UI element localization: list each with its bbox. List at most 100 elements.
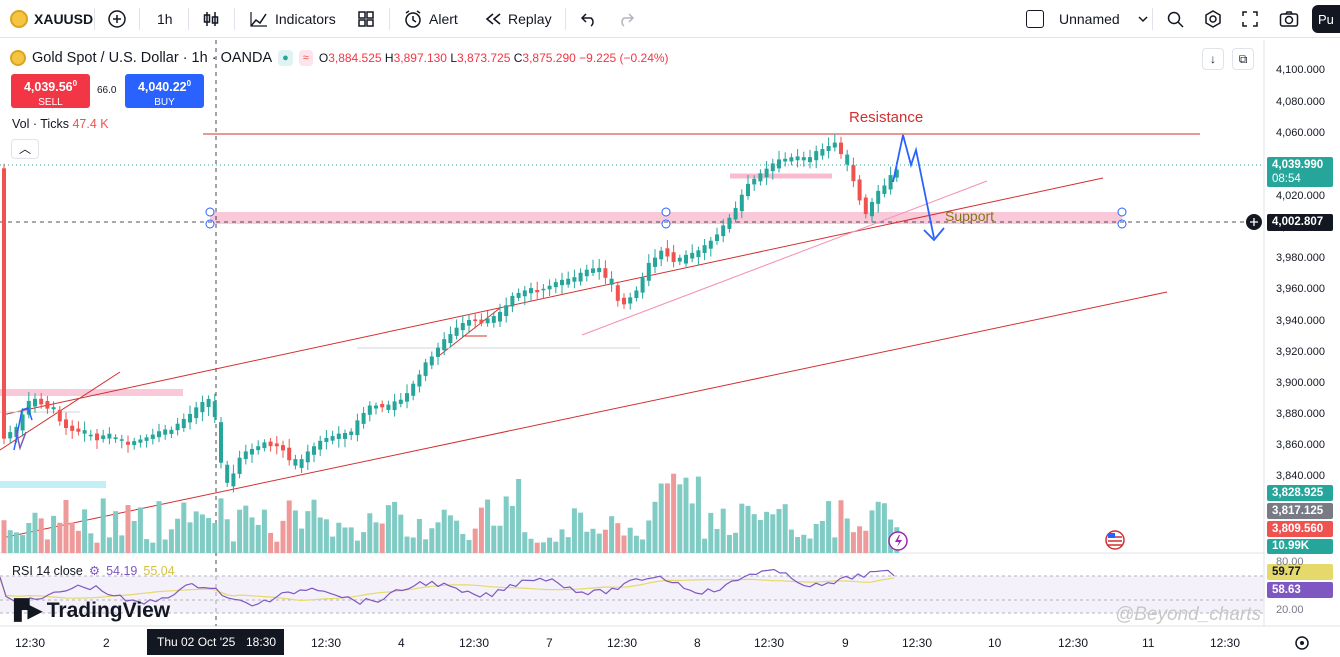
buy-label: BUY bbox=[154, 97, 175, 109]
snapshot-button[interactable] bbox=[1279, 0, 1299, 38]
volume-bar bbox=[739, 503, 745, 553]
candle-body bbox=[2, 168, 6, 439]
indicators-button[interactable]: Indicators bbox=[249, 0, 336, 38]
symbol-search[interactable]: XAUUSD bbox=[10, 0, 93, 38]
volume-bar bbox=[776, 509, 782, 553]
candle-body bbox=[491, 316, 496, 323]
candle-body bbox=[448, 334, 453, 344]
candle-body bbox=[374, 405, 378, 409]
candle-body bbox=[646, 262, 651, 281]
wave-icon[interactable]: ≈ bbox=[298, 50, 313, 66]
low-value: 3,873.725 bbox=[457, 51, 511, 65]
candle-body bbox=[597, 267, 602, 273]
interval-button[interactable]: 1h bbox=[157, 0, 173, 38]
candle-body bbox=[454, 327, 459, 336]
redo-icon bbox=[621, 13, 635, 27]
candle-body bbox=[194, 407, 199, 419]
volume-bar bbox=[286, 500, 292, 553]
candle-body bbox=[262, 442, 267, 449]
candle-body bbox=[733, 207, 738, 220]
minor-trendline bbox=[581, 180, 988, 336]
candle-body bbox=[82, 430, 87, 434]
candle-body bbox=[76, 428, 81, 432]
gear-icon bbox=[1205, 10, 1221, 28]
candle-body bbox=[677, 257, 682, 262]
volume-bar bbox=[26, 523, 32, 553]
candle-body bbox=[894, 169, 899, 178]
price-tag-red: 3,809.560 bbox=[1267, 521, 1333, 537]
crosshair-price-tag: 4,002.807 bbox=[1267, 214, 1333, 231]
gold-symbol-icon bbox=[10, 10, 28, 28]
candle-body bbox=[640, 277, 645, 293]
volume-bar bbox=[7, 530, 13, 553]
candle-body bbox=[764, 168, 769, 178]
volume-bar bbox=[671, 473, 677, 553]
redo-button[interactable] bbox=[617, 0, 635, 38]
volume-bar bbox=[627, 527, 633, 553]
volume-bar bbox=[720, 508, 726, 553]
replay-button[interactable]: Replay bbox=[484, 0, 552, 38]
candle-body bbox=[634, 290, 639, 299]
time-tick-label: 7 bbox=[546, 636, 553, 650]
candle-body bbox=[498, 311, 502, 322]
candle-body bbox=[876, 190, 881, 204]
candle-body bbox=[281, 445, 285, 451]
time-tick-label: 12:30 bbox=[902, 636, 933, 650]
fullscreen-icon bbox=[1242, 11, 1258, 27]
undo-button[interactable] bbox=[580, 0, 598, 38]
candle-body bbox=[560, 279, 564, 286]
candle-body bbox=[671, 252, 676, 262]
add-symbol-button[interactable] bbox=[107, 0, 127, 38]
layout-menu[interactable]: Unnamed bbox=[1059, 0, 1150, 38]
scroll-down-icon[interactable]: ↓ bbox=[1202, 48, 1224, 70]
volume-bar bbox=[20, 535, 26, 553]
price-tick-label: 4,020.000 bbox=[1276, 190, 1325, 202]
candle-body bbox=[547, 285, 552, 290]
time-tick-label: 12:30 bbox=[311, 636, 342, 650]
last-price-tag: 4,039.990 08:54 bbox=[1267, 157, 1333, 187]
time-tick-label: 4 bbox=[398, 636, 405, 650]
candle-body bbox=[566, 278, 571, 285]
sell-button[interactable]: 4,039.560 SELL bbox=[11, 74, 90, 108]
fullscreen-button[interactable] bbox=[1241, 0, 1259, 38]
volume-bar bbox=[708, 512, 714, 553]
settings-button[interactable] bbox=[1203, 0, 1223, 38]
volume-bar bbox=[565, 537, 571, 553]
volume-bar bbox=[826, 501, 832, 553]
publish-label: Pu bbox=[1318, 11, 1334, 27]
templates-button[interactable] bbox=[357, 0, 375, 38]
channel-upper-line bbox=[1, 177, 1104, 416]
alert-button[interactable]: Alert bbox=[403, 0, 458, 38]
legend-title[interactable]: Gold Spot / U.S. Dollar · 1h · OANDA bbox=[32, 50, 273, 66]
time-tick-label: 8 bbox=[694, 636, 701, 650]
publish-button[interactable]: Pu bbox=[1312, 5, 1340, 33]
rsi-level-label: 20.00 bbox=[1276, 604, 1304, 616]
maximize-pane-icon[interactable]: ⧉ bbox=[1232, 48, 1254, 70]
volume-bar bbox=[193, 511, 199, 553]
rsi-tag: 58.63 bbox=[1267, 582, 1333, 598]
quick-search-button[interactable] bbox=[1165, 0, 1185, 38]
candle-body bbox=[845, 154, 850, 165]
volume-bar bbox=[199, 514, 205, 553]
candle-body bbox=[126, 441, 130, 445]
volume-bar bbox=[100, 498, 106, 553]
volume-bar bbox=[119, 535, 125, 553]
candle-body bbox=[268, 441, 273, 447]
volume-bar bbox=[478, 507, 484, 553]
volume-bar bbox=[447, 515, 453, 553]
candle-body bbox=[181, 418, 186, 429]
collapse-legend-button[interactable]: ︿ bbox=[11, 139, 39, 159]
candle-body bbox=[622, 297, 626, 305]
candle-body bbox=[814, 151, 819, 161]
candle-body bbox=[789, 157, 794, 162]
buy-button[interactable]: 4,040.220 BUY bbox=[125, 74, 204, 108]
logo-text: TradingView bbox=[46, 598, 171, 622]
candle-body bbox=[188, 413, 192, 423]
chart-type-button[interactable] bbox=[202, 0, 220, 38]
projection-arrow-small bbox=[13, 407, 33, 451]
price-tick-label: 3,980.000 bbox=[1276, 252, 1325, 264]
tradingview-logo-icon: ▛▶ bbox=[14, 600, 43, 622]
candle-body bbox=[436, 347, 440, 357]
layout-checkbox[interactable] bbox=[1026, 0, 1044, 38]
